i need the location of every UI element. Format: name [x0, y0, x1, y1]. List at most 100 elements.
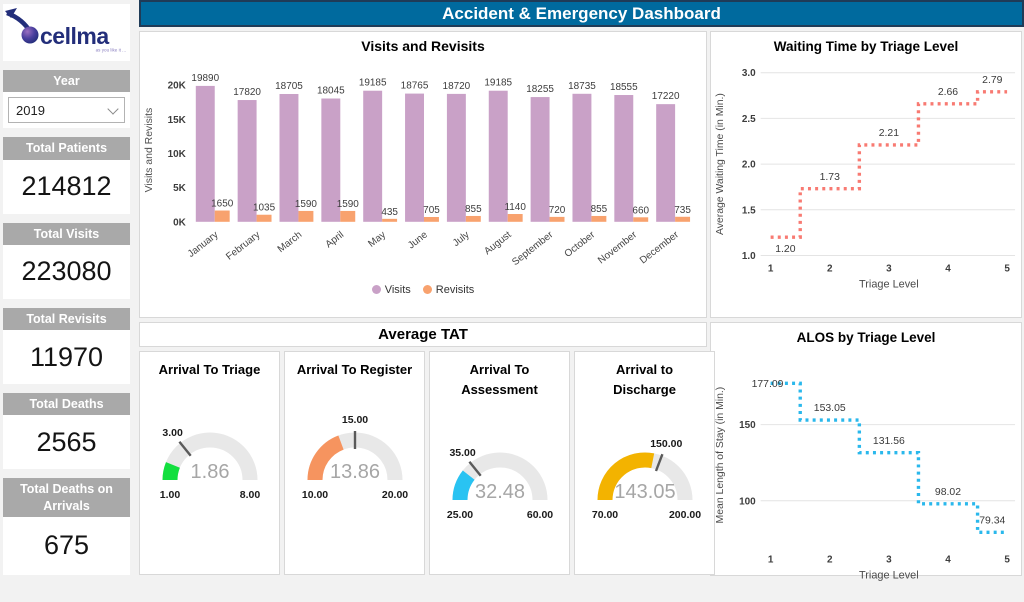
- visits-value-label: 18555: [610, 82, 638, 93]
- revisits-bar[interactable]: [465, 215, 481, 222]
- revisits-bar[interactable]: [423, 216, 439, 222]
- legend-item-visits[interactable]: Visits: [371, 284, 411, 296]
- gauge-arrival-to-discharge[interactable]: 150.00 70.00 200.00 143.05: [575, 408, 714, 526]
- legend-label: Revisits: [435, 283, 475, 296]
- y-tick: 2.5: [742, 114, 756, 125]
- y-tick: 2.0: [742, 160, 756, 171]
- visits-value-label: 18045: [317, 86, 345, 97]
- visits-revisits-chart[interactable]: 0K 5K 10K 15K 20K Visits and Revisits 19890 165…: [140, 54, 706, 280]
- revisits-value-label: 1590: [337, 199, 360, 210]
- revisits-bar[interactable]: [214, 210, 230, 222]
- data-label: 2.66: [938, 87, 958, 98]
- revisits-value-label: 855: [591, 204, 608, 215]
- gauge-min-label: 1.00: [160, 489, 181, 501]
- x-tick: 3: [886, 554, 892, 565]
- gauge-card-arrival-to-triage: Arrival To Triage 3.00 1.00 8.00 1.86: [139, 351, 280, 575]
- visits-bar[interactable]: [321, 98, 341, 222]
- legend-dot-icon: [422, 285, 432, 294]
- brand-logo: cellma as you like it ...: [3, 4, 130, 61]
- revisits-bar[interactable]: [298, 210, 314, 222]
- y-axis-label: Average Waiting Time (in Min.): [715, 93, 726, 235]
- alos-chart[interactable]: 100 150 177.09 153.05 131.56 98.02 79.34 1 2 3 4 5 T…: [711, 345, 1021, 597]
- gauge-max-label: 8.00: [240, 489, 261, 501]
- gauge-value: 1.86: [191, 461, 230, 483]
- stat-header-total-deaths: Total Deaths: [3, 393, 130, 416]
- gauge-arc[interactable]: [162, 432, 258, 481]
- x-tick: 1: [768, 263, 774, 274]
- visits-bar[interactable]: [614, 95, 634, 222]
- visits-value-label: 18735: [568, 81, 596, 92]
- revisits-bar[interactable]: [549, 216, 565, 222]
- revisits-value-label: 735: [674, 205, 691, 216]
- gauge-arc[interactable]: [307, 435, 344, 481]
- data-label: 98.02: [935, 487, 961, 498]
- visits-bar[interactable]: [363, 90, 383, 222]
- chevron-down-icon: [107, 103, 119, 115]
- gauge-target-label: 3.00: [162, 427, 183, 439]
- data-label: 79.34: [979, 515, 1005, 526]
- waiting-time-panel: Waiting Time by Triage Level 1.0 1.5 2.0 2.…: [710, 31, 1022, 318]
- data-label: 177.09: [752, 379, 784, 390]
- visits-bar[interactable]: [530, 97, 550, 222]
- x-tick: 5: [1004, 263, 1010, 274]
- visits-bar[interactable]: [656, 104, 676, 222]
- y-tick: 0K: [173, 217, 187, 228]
- data-label: 2.79: [982, 75, 1002, 86]
- gauge-max-label: 60.00: [527, 509, 553, 521]
- year-select-value: 2019: [16, 102, 45, 118]
- revisits-bar[interactable]: [340, 210, 356, 222]
- year-select[interactable]: 2019: [8, 97, 125, 124]
- waiting-time-chart[interactable]: 1.0 1.5 2.0 2.5 3.0 1.20 1.73 2.21 2.66 2.79 1 2 3 4 5…: [711, 54, 1021, 306]
- visits-revisits-title: Visits and Revisits: [361, 38, 485, 54]
- data-label: 1.73: [820, 172, 840, 183]
- revisits-bar[interactable]: [256, 214, 272, 222]
- average-tat-panel: Average TAT Arrival To Triage 3.00 1.00 8.…: [139, 322, 715, 576]
- revisits-bar[interactable]: [507, 214, 523, 222]
- x-tick-month: July: [451, 229, 472, 249]
- visits-bar[interactable]: [405, 93, 424, 222]
- revisits-bar[interactable]: [633, 217, 649, 222]
- stat-value-total-patients: 214812: [3, 159, 130, 214]
- sidebar: cellma as you like it ... Year 2019 Tota…: [0, 0, 133, 576]
- y-tick: 3.0: [742, 68, 756, 79]
- x-tick-month: January: [186, 229, 221, 259]
- gauge-arc[interactable]: [597, 452, 655, 501]
- gauge-arc[interactable]: [162, 462, 181, 481]
- visits-bar[interactable]: [195, 85, 215, 222]
- alos-step-line[interactable]: [770, 381, 1008, 534]
- gauge-arrival-to-triage[interactable]: 3.00 1.00 8.00 1.86: [140, 388, 279, 506]
- visits-value-label: 19890: [191, 73, 219, 84]
- gauge-card-arrival-to-discharge: Arrival to Discharge 150.00 70.00 200.00 14…: [574, 351, 715, 575]
- visits-bar[interactable]: [446, 93, 466, 222]
- x-tick-month: February: [224, 229, 262, 262]
- visits-value-label: 18255: [526, 84, 554, 95]
- x-tick-month: April: [324, 229, 346, 250]
- waiting_time-step-line[interactable]: [770, 90, 1008, 239]
- gauge-title: Arrival to Discharge: [613, 362, 676, 398]
- x-tick: 4: [945, 554, 951, 565]
- data-label: 131.56: [873, 436, 905, 447]
- x-tick: 3: [886, 263, 892, 274]
- legend-item-revisits[interactable]: Revisits: [422, 283, 475, 296]
- visits-bar[interactable]: [488, 90, 508, 222]
- data-label: 2.21: [879, 128, 899, 139]
- revisits-bar[interactable]: [591, 215, 607, 222]
- x-tick-month: October: [563, 229, 598, 260]
- visits-bar[interactable]: [572, 93, 592, 222]
- gauge-title: Arrival To Triage: [158, 362, 261, 377]
- stat-header-total-visits: Total Visits: [3, 222, 130, 245]
- gauge-card-arrival-to-assessment: Arrival To Assessment 35.00 25.00 60.00 32.…: [429, 351, 570, 575]
- visits-bar[interactable]: [279, 93, 299, 222]
- stat-value-total-visits: 223080: [3, 244, 130, 299]
- gauge-title: Arrival To Register: [296, 362, 413, 377]
- gauge-max-label: 20.00: [382, 489, 408, 501]
- gauge-arc[interactable]: [452, 470, 475, 501]
- revisits-bar[interactable]: [382, 218, 398, 222]
- gauge-target-label: 15.00: [342, 414, 368, 426]
- revisits-bar[interactable]: [675, 216, 691, 222]
- data-label: 153.05: [814, 403, 846, 414]
- visits-bar[interactable]: [237, 100, 257, 222]
- dashboard-stage: cellma as you like it ... Year 2019 Tota…: [0, 0, 1024, 582]
